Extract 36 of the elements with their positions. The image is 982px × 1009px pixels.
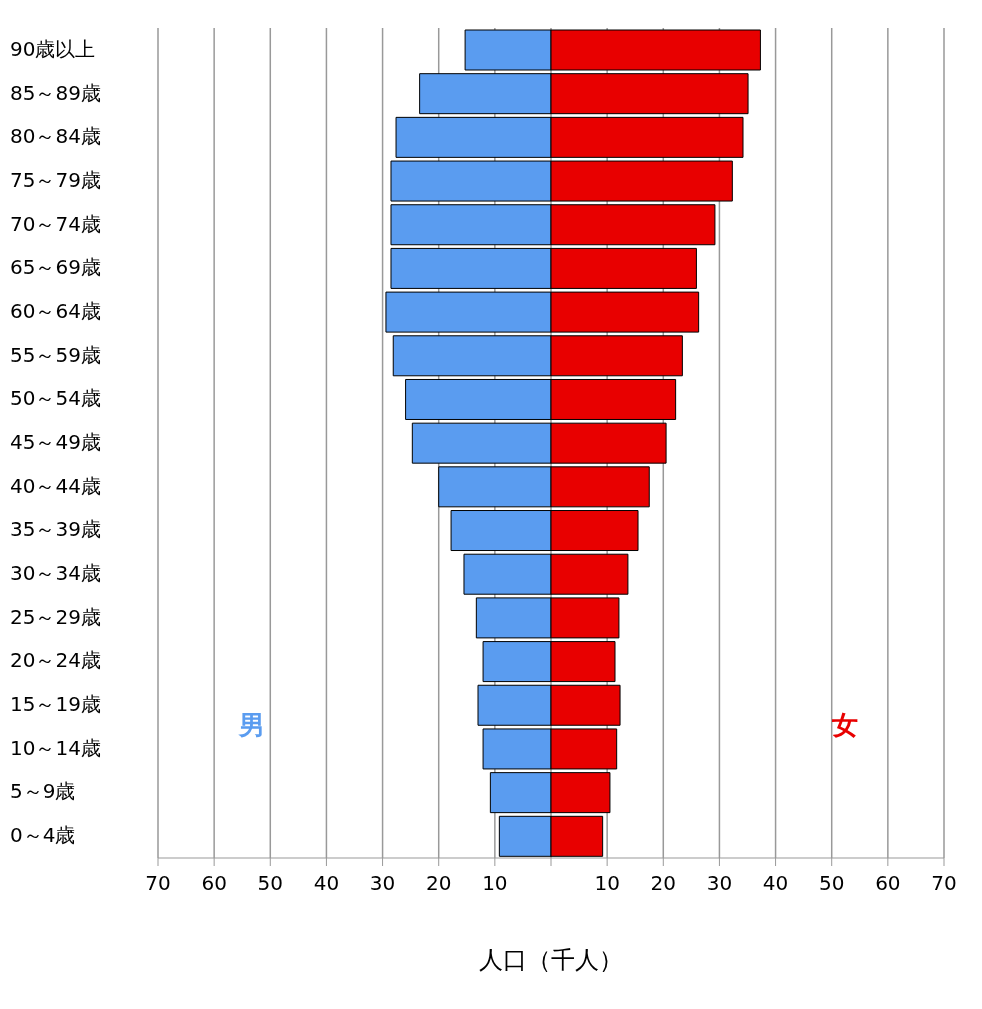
y-tick-label: 10～14歳: [10, 735, 101, 760]
y-tick-label: 65～69歳: [10, 255, 101, 280]
x-tick-label: 10: [482, 871, 508, 896]
x-tick-label: 40: [762, 871, 789, 896]
x-tick-label: 70: [145, 871, 171, 896]
y-tick-label: 75～79歳: [10, 167, 101, 192]
text: 女: [831, 709, 860, 743]
x-tick-label: 20: [650, 871, 677, 896]
x-tick-label: 10: [594, 871, 620, 896]
y-tick-label: 35～39歳: [10, 517, 101, 542]
y-tick-label: 20～24歳: [10, 648, 101, 673]
x-tick-label: 40: [313, 871, 340, 896]
y-tick-label: 85～89歳: [10, 80, 101, 105]
x-tick-label: 70: [931, 871, 957, 896]
x-tick-label: 50: [818, 871, 845, 896]
y-tick-label: 90歳以上: [10, 36, 96, 61]
y-tick-label: 70～74歳: [10, 211, 101, 236]
y-tick-label: 80～84歳: [10, 124, 101, 149]
text: 男: [237, 709, 266, 743]
y-tick-label: 25～29歳: [10, 604, 101, 629]
y-tick-label: 30～34歳: [10, 561, 101, 586]
y-tick-label: 15～19歳: [10, 692, 101, 717]
x-tick-label: 30: [369, 871, 396, 896]
y-tick-label: 5～9歳: [10, 779, 76, 804]
y-tick-label: 0～4歳: [10, 823, 76, 848]
x-tick-label: 30: [706, 871, 733, 896]
x-tick-label: 20: [425, 871, 452, 896]
y-tick-label: 50～54歳: [10, 386, 101, 411]
y-tick-label: 40～44歳: [10, 473, 101, 498]
x-tick-label: 50: [257, 871, 284, 896]
y-tick-label: 45～49歳: [10, 430, 101, 454]
x-tick-label: 60: [201, 871, 227, 896]
x-axis-title: 人口（千人）: [479, 946, 623, 974]
y-tick-label: 60～64歳: [10, 298, 101, 323]
x-tick-label: 60: [875, 871, 901, 896]
y-tick-label: 55～59歳: [10, 342, 101, 367]
